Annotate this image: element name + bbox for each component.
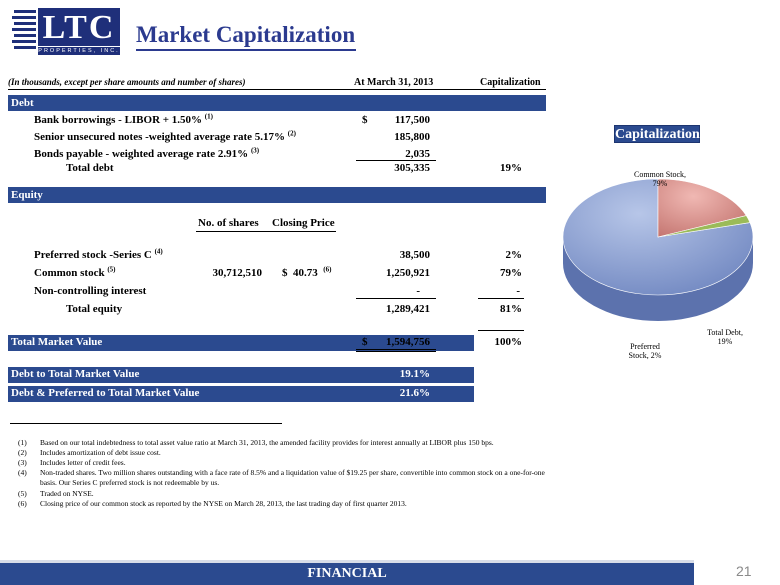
table-note: (In thousands, except per share amounts …: [8, 77, 246, 87]
pie-label-common: Common Stock, 79%: [633, 170, 686, 188]
ratio-debt-value: 19.1%: [399, 368, 430, 380]
footer-highlight: [0, 560, 694, 563]
footer-bar: [0, 563, 694, 585]
footnote-2: (2) Includes amortization of debt issue c…: [18, 448, 161, 457]
value-non-controlling: -: [416, 285, 420, 297]
footnote-4: (4) Non-traded shares. Two million shares…: [18, 468, 545, 487]
row-total-debt: Total debt: [66, 162, 114, 174]
col-header-capitalization: Capitalization: [480, 77, 541, 88]
logo-letters: LTC: [42, 9, 116, 46]
equity-pct-rule: [478, 298, 524, 299]
common-price: $ 40.73 (6): [282, 265, 332, 279]
footer-label: FINANCIAL: [307, 566, 387, 581]
equity-header-rule: [196, 231, 336, 232]
value-bank-borrowings: 117,500: [394, 114, 430, 126]
equity-subtotal-rule: [356, 298, 436, 299]
pct-non-controlling: -: [516, 285, 520, 297]
logo-tagline: PROPERTIES, INC.: [38, 47, 120, 55]
section-debt: Debt: [8, 95, 546, 111]
pie-label-preferred: Preferred Stock, 2%: [628, 342, 662, 360]
pie-slice-debt: [657, 178, 747, 238]
row-total-equity: Total equity: [66, 303, 123, 315]
row-common-stock: Common stock (5): [34, 265, 116, 279]
pie-label-debt: Total Debt, 19%: [707, 328, 743, 346]
value-total-market: 1,594,756: [386, 336, 430, 348]
page-title: Market Capitalization: [136, 22, 356, 47]
total-market-currency: $: [362, 336, 368, 348]
company-logo: LTC PROPERTIES, INC.: [12, 8, 120, 55]
subtotal-rule: [356, 160, 436, 161]
pie-slice-common-side: [563, 236, 753, 321]
value-common-stock: 1,250,921: [386, 267, 430, 279]
total-market-rule-1: [356, 349, 436, 350]
total-market-rule-2: [356, 351, 436, 352]
ratio-debt-preferred-label: Debt & Preferred to Total Market Value: [11, 387, 200, 399]
col-header-price: Closing Price: [272, 217, 335, 229]
section-equity: Equity: [8, 187, 546, 203]
footnote-6: (6) Closing price of our common stock as …: [18, 499, 407, 508]
row-bank-borrowings: Bank borrowings - LIBOR + 1.50% (1): [34, 112, 213, 126]
col-header-shares: No. of shares: [198, 217, 259, 229]
footnote-1: (1) Based on our total indebtedness to to…: [18, 438, 494, 447]
row-total-market-value: [8, 335, 474, 351]
value-total-debt: 305,335: [394, 162, 430, 174]
common-shares: 30,712,510: [212, 267, 263, 279]
capitalization-pie-chart: [562, 178, 754, 321]
row-preferred-stock: Preferred stock -Series C (4): [34, 247, 163, 261]
row-non-controlling: Non-controlling interest: [34, 285, 147, 297]
pie-slice-preferred: [657, 215, 751, 238]
footnote-5: (5) Traded on NYSE.: [18, 489, 94, 498]
ratio-debt-preferred-value: 21.6%: [399, 387, 430, 399]
pct-preferred-stock: 2%: [505, 249, 523, 261]
row-senior-notes: Senior unsecured notes -weighted average…: [34, 129, 296, 143]
total-market-label: Total Market Value: [11, 336, 103, 348]
value-senior-notes: 185,800: [394, 131, 430, 143]
logo-box: [38, 8, 120, 46]
value-bonds-payable: 2,035: [405, 148, 430, 160]
footnote-rule: [10, 423, 282, 424]
currency-symbol: $: [362, 114, 368, 126]
chart-title: Capitalization: [614, 125, 700, 143]
pct-common-stock: 79%: [500, 267, 522, 279]
total-pct-rule: [478, 330, 524, 331]
footnote-3: (3) Includes letter of credit fees.: [18, 458, 126, 467]
row-debt-to-total: [8, 367, 474, 383]
row-debt-preferred-to-total: [8, 386, 474, 402]
col-header-date: At March 31, 2013: [354, 77, 434, 88]
value-total-equity: 1,289,421: [386, 303, 430, 315]
row-bonds-payable: Bonds payable - weighted average rate 2.…: [34, 146, 260, 160]
pct-total-equity: 81%: [500, 303, 522, 315]
title-underline: [136, 49, 356, 51]
value-preferred-stock: 38,500: [399, 249, 430, 261]
pct-total-debt: 19%: [500, 162, 522, 174]
header-rule: [8, 89, 546, 90]
pct-total-market: 100%: [494, 336, 523, 348]
logo-stripes-icon: [12, 10, 36, 49]
page-number: 21: [736, 563, 752, 579]
ratio-debt-label: Debt to Total Market Value: [11, 368, 140, 380]
